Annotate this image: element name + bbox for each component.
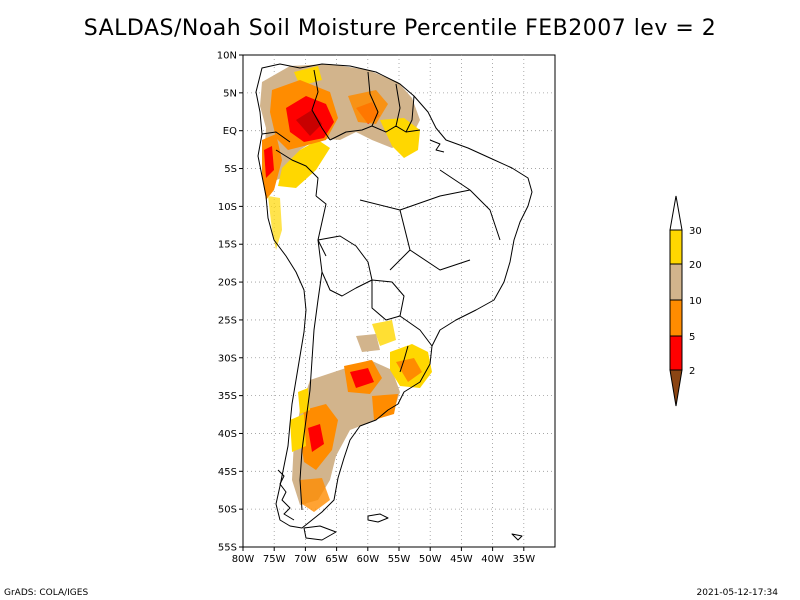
lat-label: 30S: [218, 353, 237, 364]
border-brazil-states: [359, 169, 501, 271]
lat-label: 25S: [218, 315, 237, 326]
legend-colorbar: [669, 195, 683, 407]
shade-patagonia-red: [308, 424, 324, 452]
shade-north-yellow-2: [380, 118, 420, 158]
lat-label: 15S: [218, 240, 237, 251]
longitude-labels: 80W 75W 70W 65W 60W 55W 50W 45W 40W 35W: [232, 554, 536, 565]
border-guyana-suriname: [395, 83, 401, 127]
lat-label: 45S: [218, 467, 237, 478]
border-peru-brazil: [315, 195, 327, 257]
tierra-del-fuego: [303, 525, 337, 541]
falkland-islands: [367, 513, 389, 523]
shade-chaco: [356, 334, 380, 352]
lat-label: EQ: [223, 126, 237, 137]
shade-pampas-red: [350, 368, 374, 388]
axis-ticks: [239, 54, 525, 551]
continent-coastline: [255, 63, 533, 529]
footer-credit: GrADS: COLA/IGES: [4, 588, 89, 598]
legend-bottom-arrow: [669, 369, 683, 407]
border-bolivia: [317, 235, 373, 297]
lon-label: 65W: [325, 554, 348, 565]
border-argentina-uruguay: [399, 345, 409, 373]
shade-south-tip: [300, 478, 330, 512]
lon-label: 60W: [356, 554, 379, 565]
lon-label: 70W: [294, 554, 317, 565]
border-colombia-venezuela: [311, 69, 331, 141]
lat-label: 5S: [224, 164, 237, 175]
footer-timestamp: 2021-05-12-17:34: [696, 588, 779, 598]
border-chile-argentina: [299, 271, 323, 511]
lat-label: 55S: [218, 543, 237, 554]
border-colombia-peru: [275, 149, 319, 197]
lat-label: 10N: [217, 51, 237, 62]
legend-top-arrow: [669, 195, 683, 231]
amazon-delta: [429, 139, 445, 153]
legend-bin-20-30: [669, 229, 683, 265]
border-suriname-guiana: [405, 95, 415, 133]
legend-label: 20: [689, 260, 702, 271]
legend-bin-2-5: [669, 335, 683, 371]
legend-label: 2: [689, 366, 695, 377]
border-venezuela-brazil: [329, 125, 421, 141]
lon-label: 55W: [388, 554, 411, 565]
shade-patagonia-yellow: [290, 414, 306, 452]
latitude-labels: 10N 5N EQ 5S 10S 15S 20S 25S 30S 35S 40S 45S 50S 55S: [217, 51, 237, 554]
shade-north-arg: [372, 320, 396, 346]
lon-label: 45W: [450, 554, 473, 565]
shade-coast-yellow: [268, 196, 282, 250]
border-ecuador: [261, 131, 291, 143]
lon-label: 40W: [481, 554, 504, 565]
legend-label: 10: [689, 296, 702, 307]
soil-moisture-shading: [260, 64, 432, 512]
shade-north-yellow-1: [278, 140, 330, 188]
legend-label: 5: [689, 332, 695, 343]
map-title: SALDAS/Noah Soil Moisture Percentile FEB…: [83, 16, 717, 41]
shade-north-orange-2: [348, 90, 388, 124]
legend-labels: 2 5 10 20 30: [689, 226, 702, 377]
lon-label: 50W: [419, 554, 442, 565]
lat-label: 50S: [218, 505, 237, 516]
legend-bin-10-20: [669, 263, 683, 301]
lon-label: 35W: [512, 554, 535, 565]
lat-label: 40S: [218, 429, 237, 440]
shade-west-coast-red: [264, 146, 274, 178]
lon-label: 80W: [232, 554, 255, 565]
shade-buenos-aires: [372, 394, 398, 420]
border-brazil-argentina: [399, 315, 433, 347]
lon-label: 75W: [263, 554, 286, 565]
border-venezuela-guyana: [367, 71, 379, 127]
legend-bin-5-10: [669, 299, 683, 337]
lat-label: 5N: [223, 88, 237, 99]
small-island: [511, 533, 523, 541]
lat-label: 35S: [218, 391, 237, 402]
coastline-and-borders: [255, 63, 533, 541]
lat-label: 10S: [218, 202, 237, 213]
lat-label: 20S: [218, 278, 237, 289]
legend-label: 30: [689, 226, 702, 237]
shade-chile-yellow: [298, 388, 310, 414]
chile-fjords: [277, 469, 295, 521]
